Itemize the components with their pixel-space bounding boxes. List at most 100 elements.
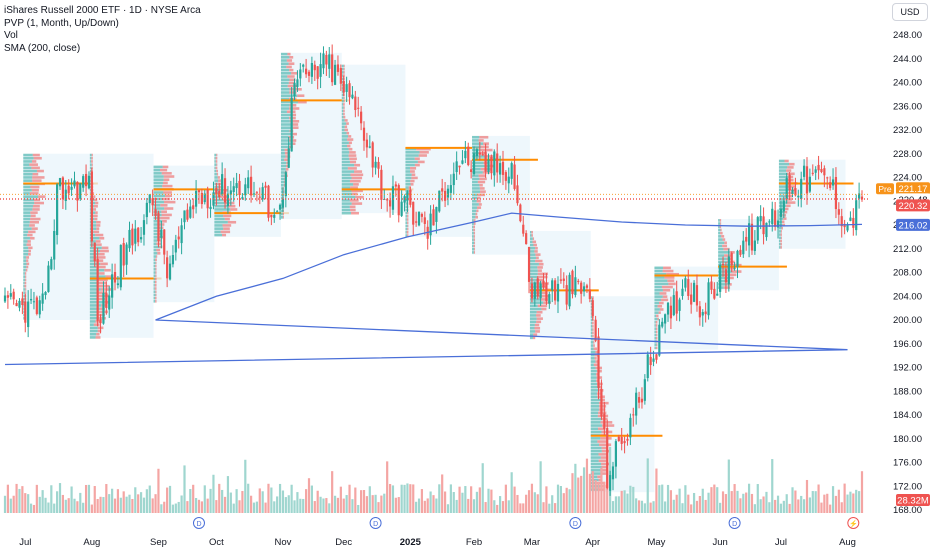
profile-row-down <box>418 154 427 157</box>
candle-body <box>278 204 282 210</box>
volume-bar <box>814 491 817 513</box>
profile-row-down <box>30 214 36 218</box>
volume-bar <box>244 459 247 513</box>
profile-row-up <box>214 227 224 230</box>
volume-bar <box>287 495 290 513</box>
profile-row-up <box>280 94 298 98</box>
candle-body <box>753 240 756 251</box>
candle-body <box>652 358 655 362</box>
volume-bar <box>565 487 568 513</box>
profile-row-down <box>289 120 300 123</box>
profile-row-up <box>341 154 349 157</box>
volume-bar <box>24 493 27 513</box>
candle-body <box>232 186 235 192</box>
profile-row-up <box>280 72 292 75</box>
profile-row-up <box>89 313 97 317</box>
legend-sma[interactable]: SMA (200, close) <box>4 42 81 54</box>
candle-body <box>559 279 562 281</box>
volume-bar <box>336 497 340 513</box>
candle-body <box>597 336 600 389</box>
volume-bar <box>27 494 30 513</box>
profile-row-up <box>23 195 39 198</box>
profile-row-down <box>601 449 610 453</box>
profile-row-down <box>91 160 93 163</box>
legend-pvp[interactable]: PVP (1, Month, Up/Down) <box>4 17 119 29</box>
legend-vol[interactable]: Vol <box>4 30 18 41</box>
profile-row-up <box>23 284 25 288</box>
volume-bar <box>455 499 458 513</box>
volume-bar <box>507 500 510 513</box>
candle-body <box>742 240 745 255</box>
profile-row-up <box>472 241 475 245</box>
profile-row-down <box>24 272 27 275</box>
candle-body <box>139 237 143 240</box>
profile-row-up <box>89 284 99 288</box>
volume-bar <box>672 499 675 513</box>
profile-row-up <box>280 56 290 59</box>
profile-row-down <box>32 172 39 176</box>
profile-row-down <box>29 220 39 224</box>
candle-body <box>530 283 534 299</box>
profile-row-up <box>89 291 97 294</box>
profile-row-down <box>30 185 40 189</box>
volume-bar <box>299 498 302 513</box>
volume-bar <box>293 500 296 513</box>
volume-bar <box>808 497 811 513</box>
volume-bar <box>229 492 232 513</box>
profile-row-up <box>654 346 656 350</box>
marker-letter: ⚡ <box>849 519 858 528</box>
candle-body <box>302 64 305 67</box>
profile-row-up <box>529 256 536 260</box>
candle-body <box>481 154 484 156</box>
profile-row-down <box>292 126 299 130</box>
profile-row-down <box>722 244 728 248</box>
volume-bar <box>687 494 690 513</box>
volume-bar <box>580 475 583 513</box>
profile-row-down <box>784 194 793 198</box>
profile-row-down <box>668 282 676 286</box>
price-tick: 244.00 <box>893 54 922 65</box>
volume-bar <box>600 467 603 513</box>
profile-row-down <box>347 167 357 170</box>
profile-row-down <box>343 106 345 109</box>
profile-row-down <box>284 148 290 152</box>
profile-row-down <box>161 213 172 217</box>
profile-row-up <box>341 163 355 167</box>
profile-row-down <box>600 485 606 488</box>
currency-button[interactable]: USD <box>892 3 928 21</box>
profile-row-up <box>214 160 216 163</box>
volume-bar <box>484 502 487 513</box>
profile-row-down <box>155 300 157 303</box>
profile-row-up <box>590 443 600 447</box>
price-tick: 240.00 <box>893 78 922 89</box>
profile-row-up <box>280 142 291 146</box>
profile-row-down <box>155 274 157 278</box>
profile-row-up <box>280 123 291 126</box>
profile-row-down <box>282 216 284 219</box>
candle-body <box>527 247 531 282</box>
profile-row-down <box>160 216 170 220</box>
profile-row-down <box>96 256 106 259</box>
profile-row-down <box>297 94 305 98</box>
profile-row-down <box>351 189 363 193</box>
profile-row-up <box>405 167 411 170</box>
volume-bar <box>724 494 728 513</box>
profile-row-up <box>153 239 158 242</box>
candle-body <box>771 208 774 225</box>
profile-row-up <box>23 169 37 173</box>
profile-row-down <box>288 81 296 85</box>
profile-row-up <box>89 243 97 246</box>
candle-body <box>611 466 615 480</box>
pre-tag: Pre <box>878 184 892 194</box>
profile-row-down <box>473 231 476 235</box>
profile-row-down <box>600 421 613 424</box>
profile-row-down <box>26 259 29 262</box>
candle-body <box>96 258 99 321</box>
profile-row-up <box>23 233 28 237</box>
profile-row-down <box>347 138 354 141</box>
volume-bar <box>855 489 858 513</box>
price-tick: 224.00 <box>893 173 922 184</box>
volume-bar <box>695 500 699 513</box>
profile-row-up <box>341 106 344 109</box>
